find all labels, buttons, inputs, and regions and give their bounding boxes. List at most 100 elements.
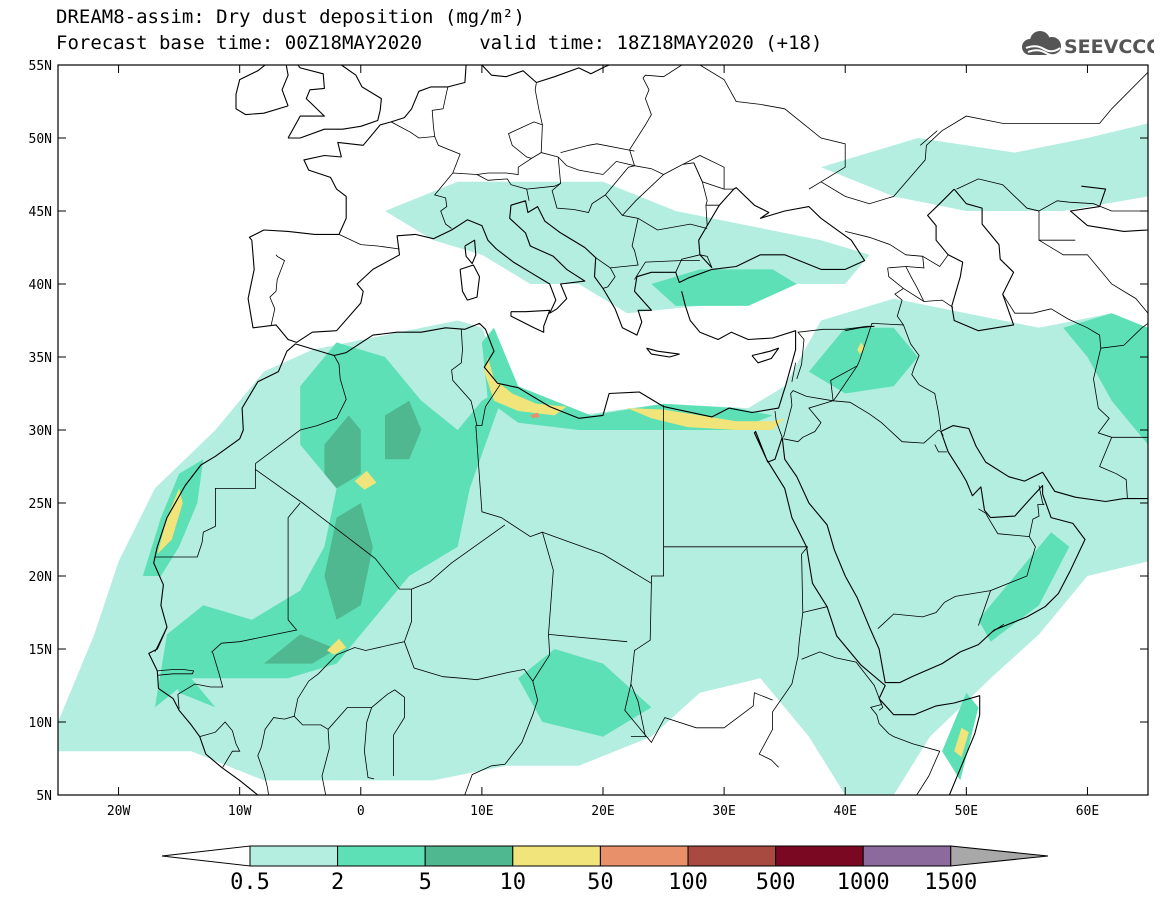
deposition-region-level-2: [263, 634, 337, 664]
country-border: [903, 324, 942, 431]
lat-tick-label: 55N: [29, 59, 52, 74]
deposition-region-level-3: [157, 488, 183, 555]
coastline: [751, 347, 780, 364]
colorbar-box: [249, 845, 339, 867]
country-border: [548, 634, 628, 643]
country-border: [681, 65, 846, 190]
colorbar-label: 0.5: [230, 870, 270, 895]
coastline: [287, 65, 325, 139]
country-border: [557, 65, 682, 175]
deposition-region-level-2: [324, 503, 373, 620]
lat-tick-label: 15N: [29, 643, 52, 658]
deposition-region-level-1: [518, 649, 652, 737]
country-border: [845, 231, 925, 269]
country-border: [878, 698, 884, 711]
deposition-region-level-0: [821, 123, 1148, 211]
coastline: [481, 65, 611, 84]
colorbar-box: [862, 845, 952, 867]
country-border: [833, 400, 939, 444]
axis-ticks-layer: 55N 50N 45N 40N 35N 30N 25N 20N 15N 10N 5N 20W 10W 0 1…: [29, 59, 1148, 819]
country-border: [783, 390, 834, 443]
country-border: [622, 162, 708, 216]
country-border: [1100, 323, 1148, 349]
lon-tick-label: 10E: [470, 804, 493, 819]
deposition-fill-layer: [58, 123, 1148, 795]
country-border: [476, 174, 530, 201]
country-border: [1026, 200, 1148, 212]
country-border: [1038, 239, 1148, 314]
lon-tick-label: 50E: [955, 804, 978, 819]
country-border: [956, 178, 1076, 241]
coastline: [337, 65, 467, 158]
country-border: [534, 82, 543, 125]
lat-tick-label: 10N: [29, 716, 52, 731]
country-border: [526, 182, 561, 190]
seevccc-logo: SEEVCCC: [1022, 31, 1154, 58]
country-border: [255, 355, 347, 464]
deposition-region-level-3: [954, 727, 969, 757]
country-border: [532, 654, 551, 682]
country-border: [796, 325, 875, 380]
coastline: [781, 425, 1148, 684]
country-border: [475, 384, 501, 427]
deposition-region-level-2: [324, 415, 361, 489]
country-border: [830, 365, 858, 401]
deposition-region-level-3: [857, 342, 865, 355]
deposition-region-level-3: [326, 638, 347, 655]
coastline: [753, 430, 981, 795]
country-border: [630, 405, 664, 737]
country-border: [269, 254, 285, 325]
lat-tick-label: 20N: [29, 570, 52, 585]
coastline: [235, 65, 289, 116]
colorbar-box: [599, 845, 689, 867]
deposition-region-level-3: [627, 408, 785, 430]
deposition-region-level-1: [978, 532, 1070, 642]
coastline: [288, 65, 382, 139]
country-border: [255, 469, 413, 717]
country-border: [451, 329, 478, 426]
country-border: [887, 267, 904, 289]
country-border: [371, 689, 405, 776]
colorbar-under-triangle: [161, 845, 251, 867]
country-border: [922, 254, 949, 268]
country-border: [634, 260, 680, 280]
colorbar-box: [512, 845, 601, 867]
colorbar-label: 1000: [836, 870, 890, 895]
country-border: [682, 155, 734, 190]
colorbar-box: [424, 845, 514, 867]
coastlines-layer: [148, 65, 1148, 795]
country-border: [199, 721, 241, 768]
lat-tick-label: 35N: [29, 351, 52, 366]
coastline: [927, 188, 1015, 332]
country-border: [877, 590, 991, 629]
deposition-region-level-3: [354, 470, 377, 490]
country-border: [832, 288, 905, 402]
country-border: [327, 707, 375, 780]
colorbar: [161, 845, 1049, 867]
cloud-icon: [1022, 31, 1061, 57]
deposition-region-level-1: [167, 649, 216, 708]
deposition-region-level-2: [385, 400, 422, 460]
country-borders-layer: [154, 65, 1148, 795]
country-border: [177, 502, 301, 709]
lat-tick-label: 30N: [29, 424, 52, 439]
colorbar-label: 2: [330, 870, 345, 895]
lat-tick-label: 45N: [29, 205, 52, 220]
country-border: [475, 425, 554, 655]
colorbar-box: [337, 845, 426, 867]
country-border: [699, 254, 713, 269]
lon-tick-label: 40E: [833, 804, 856, 819]
country-border: [801, 651, 941, 795]
colorbar-box: [687, 845, 777, 867]
country-border: [920, 130, 938, 146]
deposition-region-level-1: [1063, 313, 1148, 445]
coastline: [1069, 185, 1148, 232]
country-border: [903, 288, 954, 308]
coastline: [247, 187, 866, 343]
lat-tick-label: 50N: [29, 132, 52, 147]
map-title: DREAM8-assim: Dry dust deposition (mg/m²…: [56, 6, 525, 28]
lon-tick-label: 20W: [107, 804, 131, 819]
lat-tick-label: 5N: [36, 789, 52, 804]
lat-tick-label: 40N: [29, 278, 52, 293]
